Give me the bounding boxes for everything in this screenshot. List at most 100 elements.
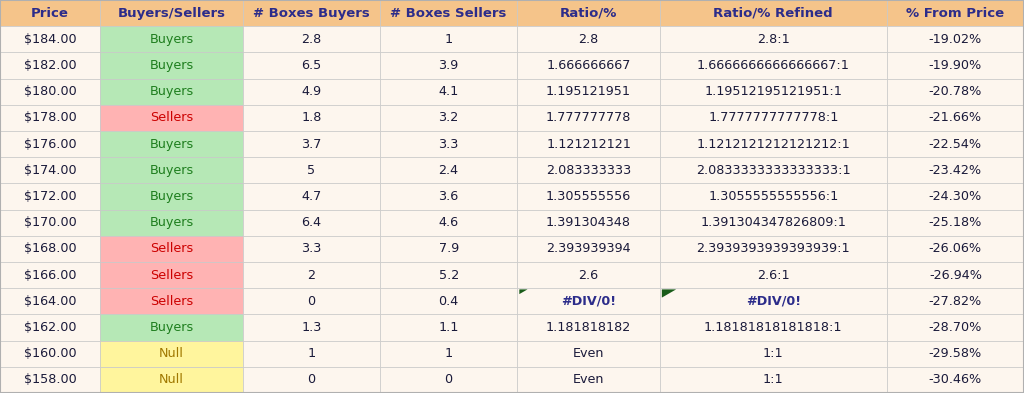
Bar [380, 184, 517, 209]
Text: 1.777777778: 1.777777778 [546, 111, 631, 125]
Text: 4.1: 4.1 [438, 85, 459, 98]
Bar [659, 262, 887, 288]
Text: $180.00: $180.00 [24, 85, 77, 98]
Bar [380, 105, 517, 131]
Text: 4.6: 4.6 [438, 216, 459, 229]
Text: 1:1: 1:1 [763, 373, 783, 386]
Text: Buyers: Buyers [150, 164, 194, 177]
Bar [887, 157, 1024, 184]
Text: 0: 0 [307, 295, 315, 308]
Text: 3.3: 3.3 [438, 138, 459, 151]
Text: Null: Null [159, 373, 184, 386]
Text: 3.7: 3.7 [301, 138, 322, 151]
Text: 1: 1 [444, 33, 453, 46]
Bar [100, 341, 243, 367]
Bar [517, 184, 659, 209]
Text: # Boxes Buyers: # Boxes Buyers [253, 7, 370, 20]
Bar [243, 209, 380, 236]
Text: Buyers: Buyers [150, 85, 194, 98]
Text: 1.18181818181818:1: 1.18181818181818:1 [705, 321, 843, 334]
Text: Price: Price [31, 7, 69, 20]
Bar [887, 105, 1024, 131]
Bar [100, 288, 243, 314]
Bar [0, 236, 100, 262]
Text: 1.666666667: 1.666666667 [547, 59, 631, 72]
Bar [0, 184, 100, 209]
Text: $166.00: $166.00 [24, 268, 77, 282]
Text: 6.5: 6.5 [301, 59, 322, 72]
Bar [0, 367, 100, 393]
Bar [659, 0, 887, 26]
Text: #DIV/0!: #DIV/0! [561, 295, 616, 308]
Bar [100, 236, 243, 262]
Bar [517, 157, 659, 184]
Text: -30.46%: -30.46% [929, 373, 982, 386]
Bar [100, 209, 243, 236]
Bar [887, 236, 1024, 262]
Text: 1.6666666666666667:1: 1.6666666666666667:1 [697, 59, 850, 72]
Text: 1.181818182: 1.181818182 [546, 321, 631, 334]
Text: 2.393939394: 2.393939394 [546, 242, 631, 255]
Bar [0, 131, 100, 157]
Bar [887, 367, 1024, 393]
Bar [100, 367, 243, 393]
Text: Ratio/%: Ratio/% [560, 7, 617, 20]
Bar [243, 131, 380, 157]
Bar [380, 341, 517, 367]
Bar [243, 288, 380, 314]
Text: 1.195121951: 1.195121951 [546, 85, 631, 98]
Text: $174.00: $174.00 [24, 164, 77, 177]
Text: -20.78%: -20.78% [929, 85, 982, 98]
Text: 1.391304348: 1.391304348 [546, 216, 631, 229]
Text: -19.02%: -19.02% [929, 33, 982, 46]
Bar [380, 236, 517, 262]
Bar [243, 341, 380, 367]
Text: 4.7: 4.7 [301, 190, 322, 203]
Text: $170.00: $170.00 [24, 216, 77, 229]
Text: -23.42%: -23.42% [929, 164, 982, 177]
Text: Buyers: Buyers [150, 216, 194, 229]
Bar [380, 367, 517, 393]
Text: -26.94%: -26.94% [929, 268, 982, 282]
Bar [100, 262, 243, 288]
Bar [380, 157, 517, 184]
Text: $178.00: $178.00 [24, 111, 77, 125]
Text: 0: 0 [444, 373, 453, 386]
Text: 5: 5 [307, 164, 315, 177]
Bar [380, 209, 517, 236]
Bar [517, 26, 659, 52]
Bar [100, 79, 243, 105]
Text: 0.4: 0.4 [438, 295, 459, 308]
Bar [517, 105, 659, 131]
Text: 1.8: 1.8 [301, 111, 322, 125]
Bar [243, 79, 380, 105]
Bar [659, 288, 887, 314]
Text: $162.00: $162.00 [24, 321, 77, 334]
Bar [380, 26, 517, 52]
Text: 1.3: 1.3 [301, 321, 322, 334]
Bar [0, 288, 100, 314]
Text: Sellers: Sellers [150, 242, 194, 255]
Text: 3.9: 3.9 [438, 59, 459, 72]
Bar [243, 184, 380, 209]
Bar [887, 26, 1024, 52]
Bar [380, 288, 517, 314]
Bar [659, 209, 887, 236]
Text: 1.1212121212121212:1: 1.1212121212121212:1 [696, 138, 850, 151]
Text: $184.00: $184.00 [24, 33, 77, 46]
Bar [380, 79, 517, 105]
Bar [243, 26, 380, 52]
Text: 3.6: 3.6 [438, 190, 459, 203]
Text: $164.00: $164.00 [24, 295, 77, 308]
Text: 1.391304347826809:1: 1.391304347826809:1 [700, 216, 846, 229]
Bar [517, 341, 659, 367]
Text: 1: 1 [444, 347, 453, 360]
Text: 2.4: 2.4 [438, 164, 459, 177]
Bar [380, 314, 517, 341]
Bar [243, 52, 380, 79]
Text: 1.19512195121951:1: 1.19512195121951:1 [705, 85, 842, 98]
Bar [887, 131, 1024, 157]
Bar [517, 314, 659, 341]
Bar [100, 52, 243, 79]
Bar [100, 157, 243, 184]
